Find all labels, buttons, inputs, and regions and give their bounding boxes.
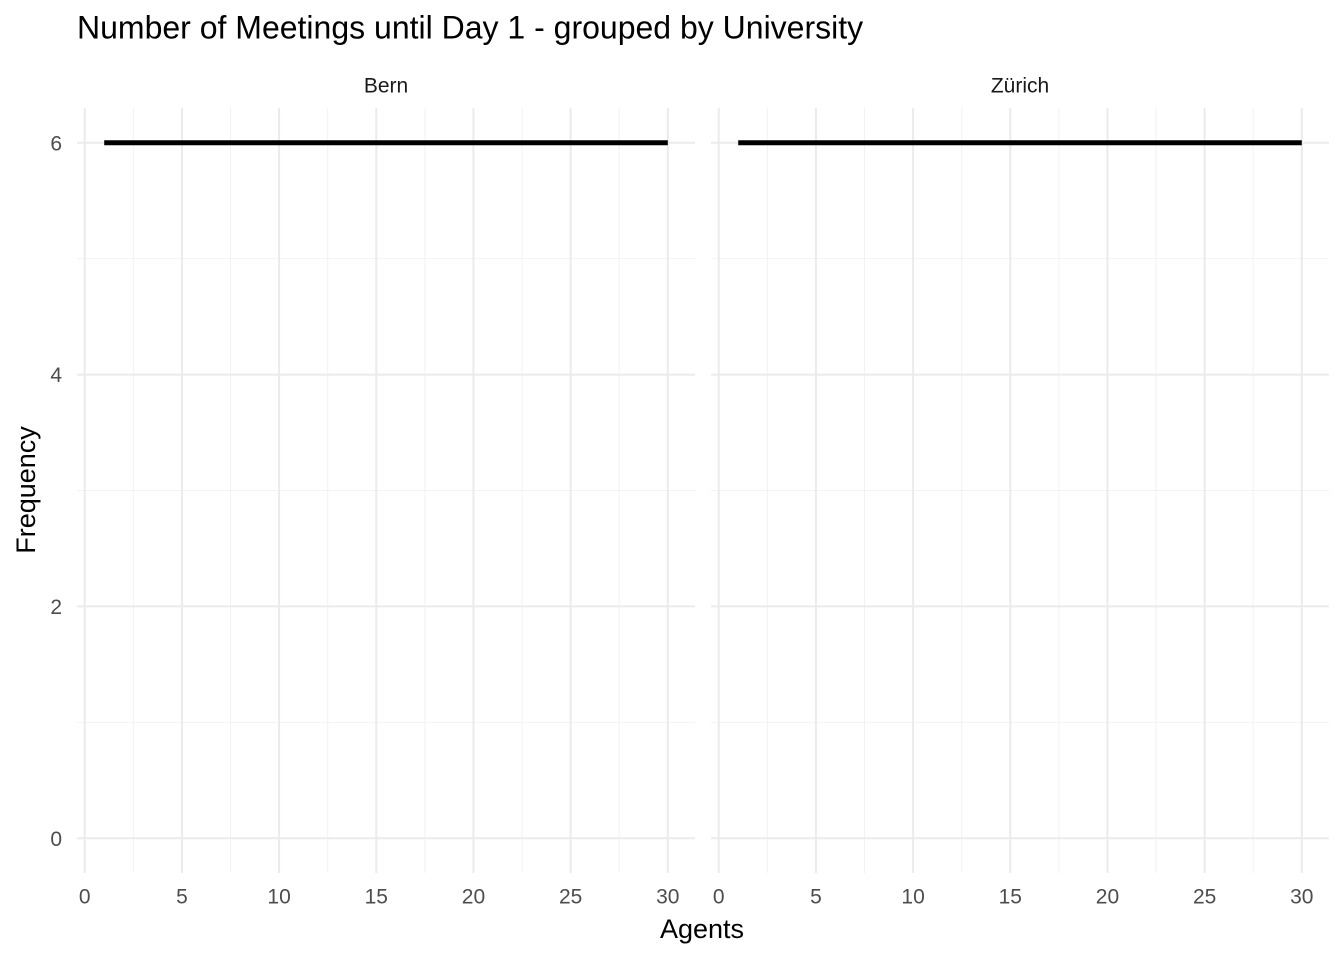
y-axis-title: Frequency bbox=[11, 426, 41, 554]
x-tick-label: 10 bbox=[267, 886, 290, 909]
x-tick-label: 15 bbox=[999, 886, 1022, 909]
y-tick-label: 4 bbox=[50, 364, 62, 387]
x-tick-label: 5 bbox=[810, 886, 822, 909]
x-tick-label: 20 bbox=[462, 886, 485, 909]
x-tick-label: 15 bbox=[365, 886, 388, 909]
x-tick-label: 30 bbox=[1290, 886, 1313, 909]
x-tick-label: 5 bbox=[176, 886, 188, 909]
x-tick-label: 25 bbox=[1193, 886, 1216, 909]
facet-label: Bern bbox=[364, 75, 408, 98]
x-tick-label: 20 bbox=[1096, 886, 1119, 909]
chart-title: Number of Meetings until Day 1 - grouped… bbox=[77, 9, 863, 45]
x-tick-label: 0 bbox=[79, 886, 91, 909]
y-tick-label: 6 bbox=[50, 132, 62, 155]
x-tick-label: 10 bbox=[901, 886, 924, 909]
x-tick-label: 30 bbox=[656, 886, 679, 909]
y-tick-label: 0 bbox=[50, 828, 62, 851]
y-tick-label: 2 bbox=[50, 596, 62, 619]
facet-label: Zürich bbox=[991, 75, 1049, 98]
x-tick-label: 25 bbox=[559, 886, 582, 909]
x-axis-title: Agents bbox=[660, 914, 744, 944]
x-tick-label: 0 bbox=[713, 886, 725, 909]
